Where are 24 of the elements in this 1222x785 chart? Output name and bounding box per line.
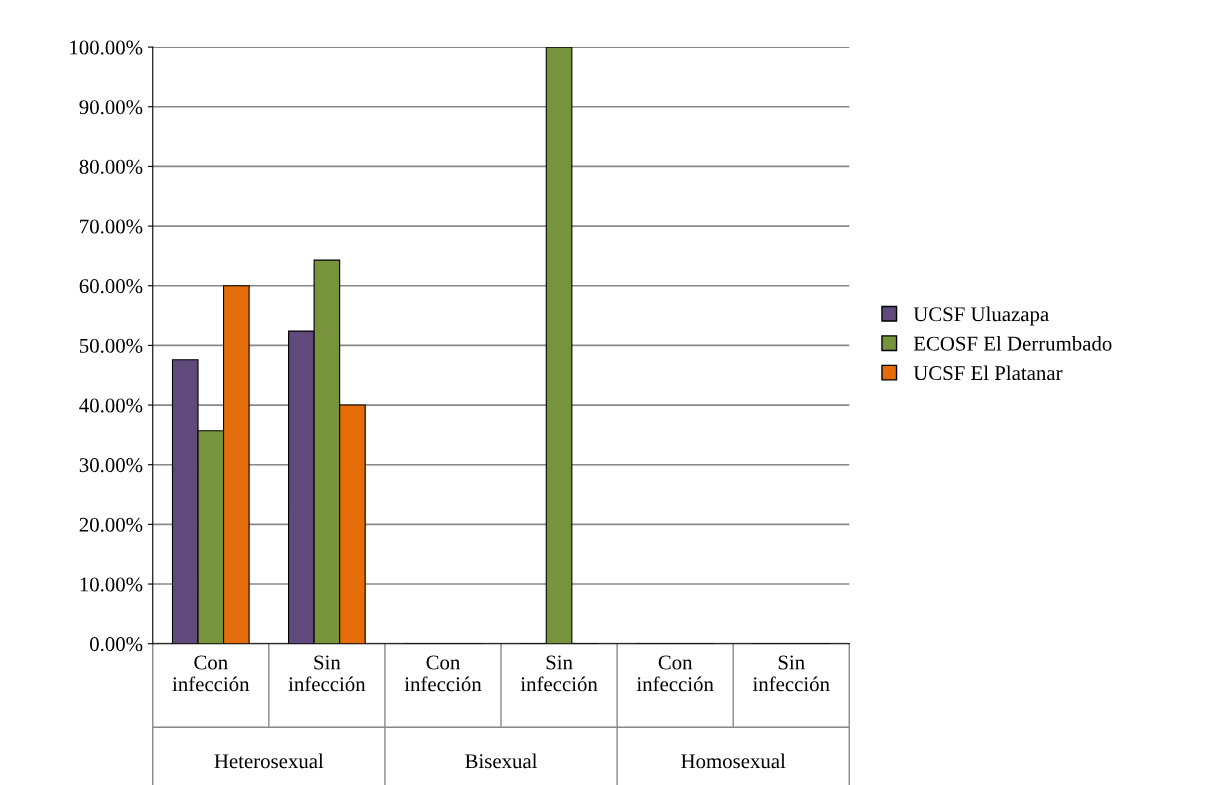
bar [545,47,573,644]
y-tick-label: 0.00% [90,637,143,652]
y-tick-label: 40.00% [79,398,143,413]
legend-label: UCSF El Platanar [913,365,1063,381]
y-tick-label: 90.00% [79,100,143,115]
legend-label: UCSF Uluazapa [913,306,1049,326]
x-tick-label: Con infección [636,655,714,692]
y-tick-label: 100.00% [70,40,143,55]
y-tick-label: 70.00% [80,219,143,234]
text: Homosexual [681,753,786,769]
y-tick-label: 20.00% [79,517,143,532]
y-tick-label: 10.00% [80,577,143,592]
y-tick-label: 30.00% [79,458,143,473]
y-tick-label: 50.00% [80,338,143,353]
x-tick-label: Sin infección [520,655,598,692]
text: Bisexual [465,753,538,769]
legend-label: ECOSF El Derrumbado [913,336,1112,351]
x-tick-label: Sin infección [752,655,830,692]
y-tick-label: 80.00% [79,159,143,174]
x-tick-label: Sin infección [288,655,366,692]
y-tick-label: 60.00% [79,279,143,294]
text: Heterosexual [214,753,324,769]
x-tick-label: Con infección [404,655,482,692]
x-tick-label: Con infección [172,655,250,692]
